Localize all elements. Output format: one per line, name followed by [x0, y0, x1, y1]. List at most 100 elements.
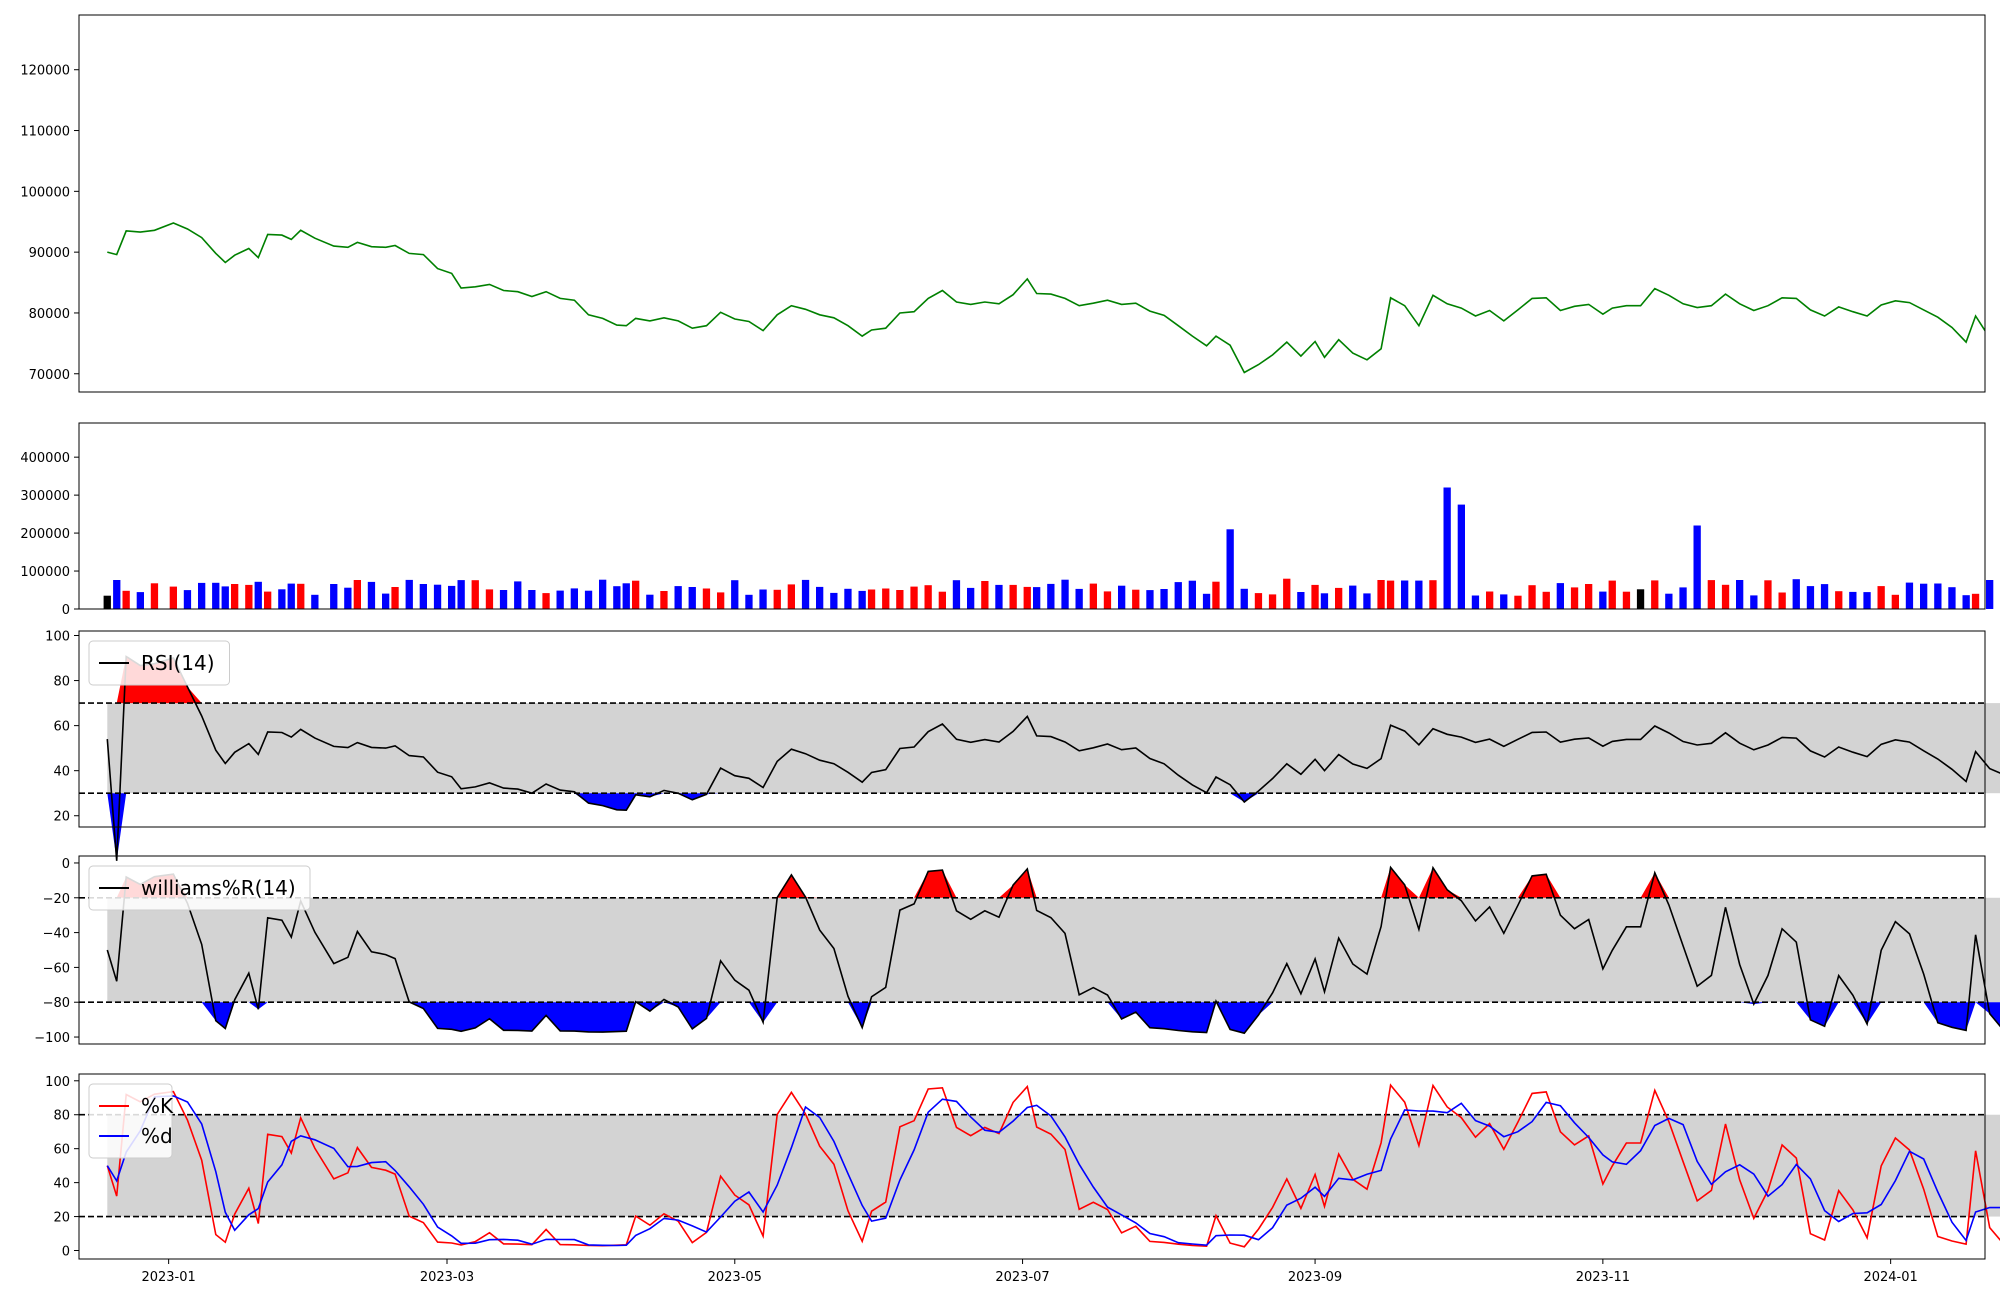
- volume-bar: [1033, 587, 1041, 609]
- volume-bar: [1679, 587, 1687, 609]
- volume-bar: [882, 588, 890, 609]
- volume-bar: [910, 586, 918, 609]
- volume-bar: [599, 579, 607, 609]
- volume-bar: [1891, 594, 1899, 609]
- volume-bar: [1570, 587, 1579, 609]
- volume-bar: [514, 581, 522, 609]
- volume-bar: [1146, 590, 1154, 609]
- volume-bar: [1047, 583, 1055, 609]
- volume-bar: [1202, 593, 1211, 609]
- volume-bar: [613, 586, 621, 609]
- volume-bar: [542, 593, 550, 609]
- oversold-fill: [107, 1002, 2000, 1034]
- neutral-band: [107, 703, 2000, 794]
- y-tick-label: 20: [53, 810, 70, 825]
- volume-bar: [1905, 582, 1914, 609]
- volume-bar: [122, 590, 130, 609]
- overbought-fill: [107, 656, 2000, 704]
- volume-bar: [1693, 525, 1701, 609]
- volume-bar: [1443, 487, 1451, 609]
- axes-frame: [78, 855, 1986, 1045]
- volume-bar: [1778, 592, 1786, 609]
- y-tick-label: 40: [53, 765, 70, 780]
- volume-bar: [745, 594, 753, 609]
- volume-bar: [1089, 583, 1097, 609]
- volume-bar: [499, 590, 508, 609]
- x-tick-label: 2023-07: [995, 1270, 1049, 1285]
- volume-bar: [1599, 591, 1607, 609]
- volume-bar: [1160, 589, 1168, 609]
- volume-bar: [731, 580, 739, 609]
- volume-bar: [1212, 581, 1220, 609]
- y-tick-label: 0: [62, 603, 70, 618]
- volume-bar: [717, 592, 725, 609]
- volume-bar: [801, 579, 810, 609]
- volume-bar: [1283, 578, 1291, 609]
- volume-bar: [1651, 580, 1659, 609]
- y-tick-label: 40: [53, 1177, 70, 1192]
- volume-bar: [1764, 580, 1772, 609]
- y-tick-label: 90000: [29, 246, 70, 261]
- price-line: [107, 222, 1985, 374]
- volume-bar: [1721, 584, 1730, 609]
- volume-bar: [1349, 585, 1357, 609]
- volume-bar: [183, 590, 192, 609]
- y-tick-label: −40: [43, 927, 70, 942]
- volume-bar: [1986, 580, 1994, 609]
- volume-bar: [1118, 585, 1126, 609]
- volume-bar: [1806, 586, 1815, 609]
- volume-bar: [1103, 591, 1112, 609]
- stoch-d-line: [106, 1095, 2000, 1247]
- axes-frame: [78, 1073, 1986, 1260]
- panel-3: 20 40 60 80 100 RSI(14): [45, 630, 2000, 861]
- volume-bar: [1023, 586, 1031, 609]
- y-tick-label: 80: [53, 1109, 70, 1124]
- y-tick-label: 60: [53, 720, 70, 735]
- y-tick-label: 120000: [20, 64, 70, 79]
- volume-bar: [231, 584, 239, 609]
- volume-bar: [1240, 588, 1248, 609]
- volume-bar: [1750, 595, 1758, 609]
- volume-bar: [471, 580, 479, 609]
- volume-bar: [646, 594, 654, 609]
- y-tick-label: −60: [43, 961, 70, 976]
- y-tick-label: 100000: [20, 185, 70, 200]
- volume-bar: [1736, 580, 1744, 609]
- volume-bar: [1415, 580, 1423, 609]
- legend-label: RSI(14): [141, 651, 215, 675]
- volume-bar: [457, 580, 465, 609]
- volume-bar: [1174, 582, 1182, 609]
- volume-bar: [1226, 529, 1234, 609]
- y-tick-label: 60: [53, 1143, 70, 1158]
- volume-bar: [1707, 580, 1715, 609]
- volume-bar: [221, 586, 229, 609]
- stoch-k-line: [106, 1083, 2000, 1248]
- volume-bar: [1849, 591, 1857, 609]
- overbought-fill: [107, 867, 2000, 898]
- volume-bar: [405, 579, 413, 609]
- volume-bar: [1608, 580, 1616, 609]
- y-tick-label: 100000: [20, 565, 70, 580]
- volume-bar: [1061, 579, 1069, 609]
- panel-5: 0 20 40 60 80 100 2023-01 2023-03 2023-05 2023-07…: [45, 1073, 2000, 1285]
- volume-bar: [632, 580, 640, 609]
- volume-bar: [1792, 579, 1800, 609]
- y-tick-label: 0: [62, 857, 70, 872]
- volume-bar: [136, 592, 144, 609]
- volume-bar: [556, 590, 564, 609]
- volume-bar: [344, 587, 352, 609]
- volume-bar: [245, 584, 253, 609]
- volume-bar: [1514, 595, 1522, 609]
- volume-bar: [924, 585, 932, 609]
- rsi-line: [106, 655, 2000, 861]
- volume-bar: [1528, 585, 1536, 609]
- volume-bar: [448, 585, 456, 609]
- volume-bar: [485, 589, 494, 609]
- volume-bar: [952, 580, 961, 609]
- axes-frame: [78, 14, 1986, 393]
- volume-bar: [1377, 580, 1385, 609]
- volume-bar: [1920, 583, 1928, 609]
- volume-bar: [1335, 587, 1343, 609]
- volume-bar: [1636, 589, 1645, 609]
- y-tick-label: 110000: [20, 125, 70, 140]
